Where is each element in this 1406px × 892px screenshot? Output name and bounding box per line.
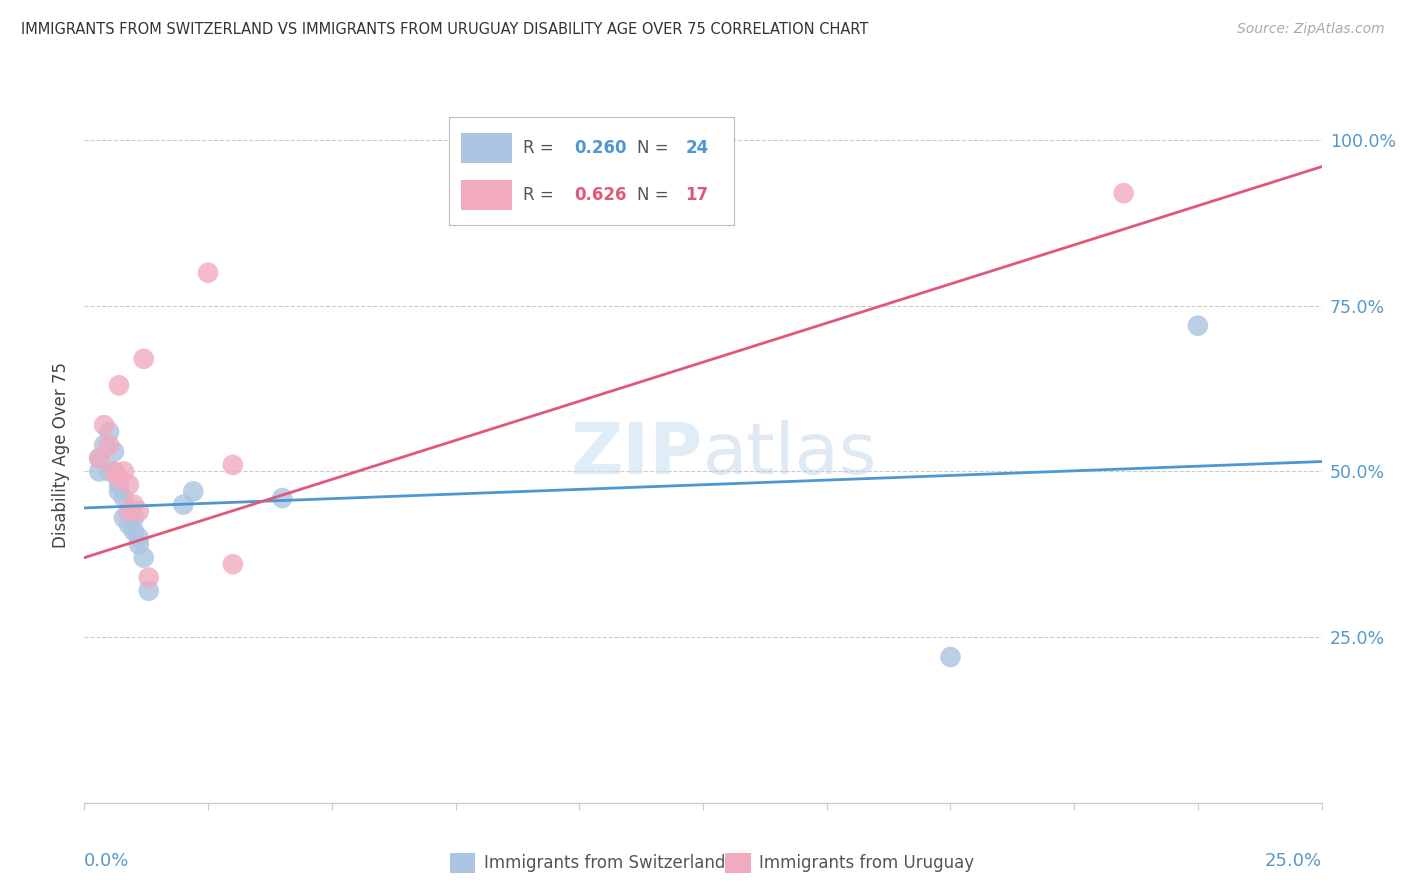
Text: 0.0%: 0.0% <box>84 852 129 870</box>
Bar <box>725 853 751 873</box>
Point <box>118 504 141 518</box>
Point <box>118 504 141 518</box>
Point <box>112 465 135 479</box>
Text: Immigrants from Uruguay: Immigrants from Uruguay <box>759 854 974 872</box>
Point <box>271 491 294 505</box>
Text: 25.0%: 25.0% <box>1264 852 1322 870</box>
Point <box>128 531 150 545</box>
Point <box>98 438 121 452</box>
Point <box>138 583 160 598</box>
Point <box>222 458 245 472</box>
Point <box>132 550 155 565</box>
Point <box>108 484 131 499</box>
Point <box>98 465 121 479</box>
Point <box>89 465 111 479</box>
Point <box>222 558 245 572</box>
Point <box>89 451 111 466</box>
Text: IMMIGRANTS FROM SWITZERLAND VS IMMIGRANTS FROM URUGUAY DISABILITY AGE OVER 75 CO: IMMIGRANTS FROM SWITZERLAND VS IMMIGRANT… <box>21 22 869 37</box>
Point <box>132 351 155 366</box>
Point <box>172 498 194 512</box>
Text: ZIP: ZIP <box>571 420 703 490</box>
Point <box>118 517 141 532</box>
Bar <box>450 853 475 873</box>
Point <box>89 451 111 466</box>
Point <box>1112 186 1135 201</box>
Point <box>122 511 145 525</box>
Point <box>122 524 145 538</box>
Point <box>103 444 125 458</box>
Point <box>112 491 135 505</box>
Point <box>939 650 962 665</box>
Point <box>103 465 125 479</box>
Point <box>93 438 115 452</box>
Point <box>128 504 150 518</box>
Point <box>1187 318 1209 333</box>
Point <box>122 498 145 512</box>
Point <box>98 425 121 439</box>
Point <box>108 477 131 491</box>
Point <box>93 418 115 433</box>
Point <box>108 471 131 485</box>
Point <box>138 570 160 584</box>
Point <box>108 378 131 392</box>
Point <box>128 537 150 551</box>
Text: Immigrants from Switzerland: Immigrants from Switzerland <box>484 854 725 872</box>
Point <box>181 484 204 499</box>
Point <box>197 266 219 280</box>
Point <box>118 477 141 491</box>
Text: Source: ZipAtlas.com: Source: ZipAtlas.com <box>1237 22 1385 37</box>
Point <box>112 511 135 525</box>
Y-axis label: Disability Age Over 75: Disability Age Over 75 <box>52 362 70 548</box>
Point <box>103 465 125 479</box>
Text: atlas: atlas <box>703 420 877 490</box>
